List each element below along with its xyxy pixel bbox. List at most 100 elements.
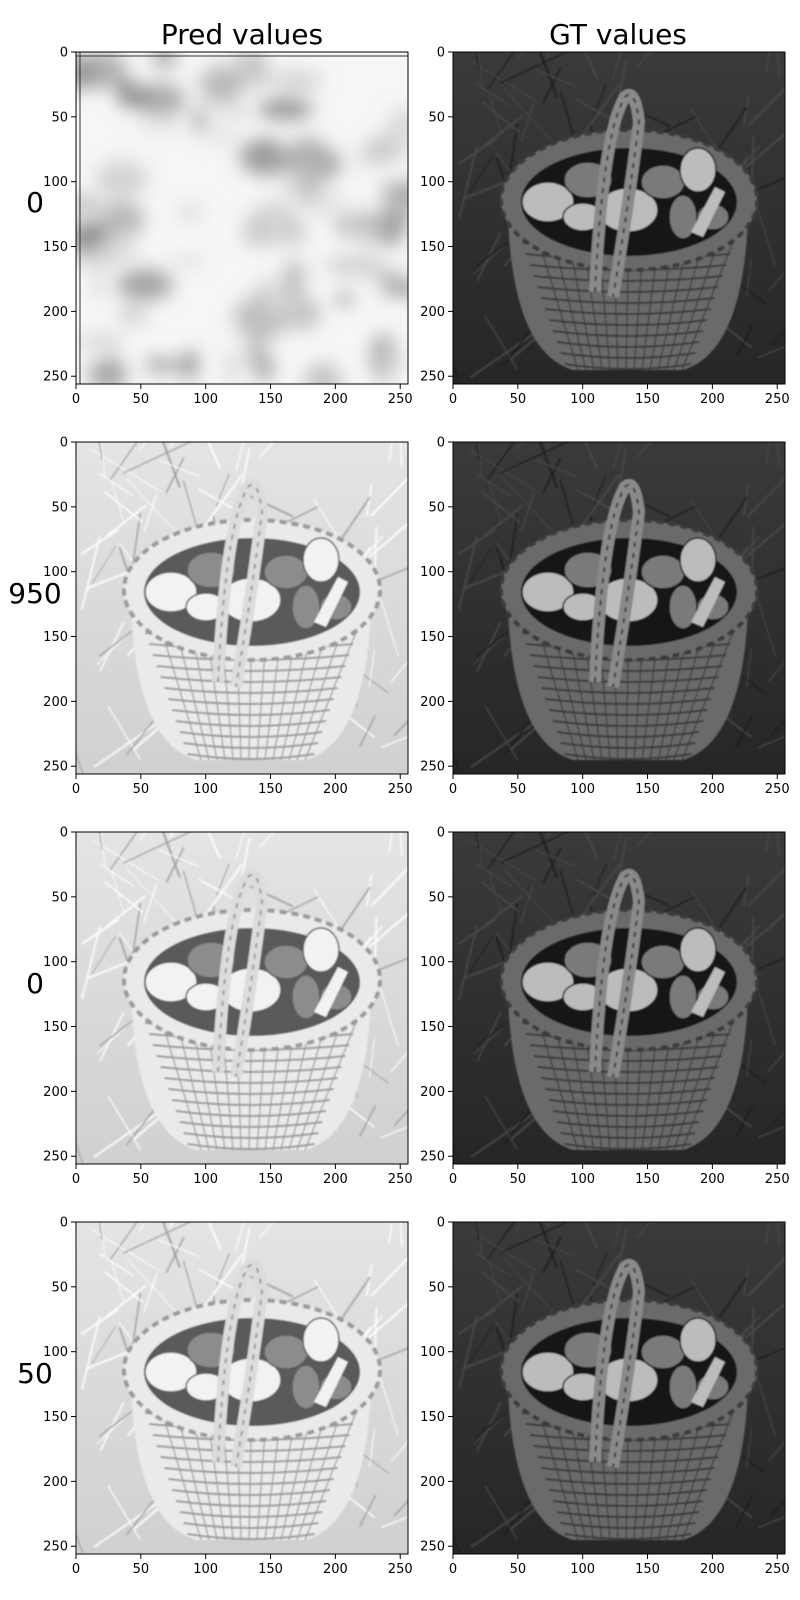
x-tick-label: 0 [449, 1562, 457, 1577]
y-tick-label: 100 [420, 175, 445, 190]
y-tick-label: 100 [43, 1345, 68, 1360]
y-tick-label: 0 [437, 1216, 445, 1231]
y-tick-label: 50 [51, 110, 68, 125]
x-tick-label: 0 [72, 392, 80, 407]
y-tick-label: 200 [420, 695, 445, 710]
x-tick-label: 150 [635, 1172, 660, 1187]
y-tick-label: 100 [420, 955, 445, 970]
y-tick-label: 50 [428, 110, 445, 125]
y-tick-label: 0 [60, 826, 68, 841]
y-tick-label: 250 [420, 760, 445, 775]
x-tick-label: 250 [765, 1562, 790, 1577]
x-tick-label: 50 [510, 782, 527, 797]
y-tick-label: 250 [420, 370, 445, 385]
y-tick-label: 150 [420, 240, 445, 255]
pred-image-panel-2 [75, 441, 409, 775]
y-tick-label: 250 [420, 1540, 445, 1555]
y-tick-label: 50 [428, 890, 445, 905]
y-tick-label: 50 [51, 1280, 68, 1295]
row-label-2: 950 [8, 577, 61, 610]
y-tick-label: 150 [420, 630, 445, 645]
y-tick-label: 200 [420, 1085, 445, 1100]
column-title-pred: Pred values [161, 18, 323, 51]
y-tick-label: 0 [60, 1216, 68, 1231]
x-tick-label: 0 [72, 782, 80, 797]
y-tick-label: 150 [43, 630, 68, 645]
x-tick-label: 150 [635, 1562, 660, 1577]
x-tick-label: 200 [700, 1172, 725, 1187]
x-tick-label: 100 [193, 782, 218, 797]
y-tick-label: 250 [43, 1150, 68, 1165]
x-tick-label: 200 [323, 1562, 348, 1577]
y-tick-label: 0 [437, 46, 445, 61]
x-tick-label: 200 [323, 1172, 348, 1187]
y-tick-label: 100 [43, 565, 68, 580]
x-tick-label: 100 [570, 392, 595, 407]
x-tick-label: 50 [510, 1562, 527, 1577]
y-tick-label: 100 [43, 175, 68, 190]
x-tick-label: 0 [449, 782, 457, 797]
x-tick-label: 200 [323, 392, 348, 407]
y-tick-label: 0 [437, 436, 445, 451]
x-tick-label: 250 [388, 1562, 413, 1577]
y-tick-label: 200 [43, 1475, 68, 1490]
x-tick-label: 200 [700, 392, 725, 407]
y-tick-label: 0 [60, 46, 68, 61]
row-label-4: 50 [17, 1357, 53, 1390]
pred-image-panel-4 [75, 1221, 409, 1555]
x-tick-label: 250 [765, 1172, 790, 1187]
y-tick-label: 200 [420, 305, 445, 320]
x-tick-label: 150 [258, 392, 283, 407]
x-tick-label: 100 [193, 392, 218, 407]
x-tick-label: 0 [72, 1562, 80, 1577]
x-tick-label: 100 [570, 782, 595, 797]
y-tick-label: 100 [420, 565, 445, 580]
y-tick-label: 250 [43, 1540, 68, 1555]
x-tick-label: 50 [510, 1172, 527, 1187]
x-tick-label: 200 [700, 782, 725, 797]
x-tick-label: 150 [635, 392, 660, 407]
x-tick-label: 100 [570, 1562, 595, 1577]
x-tick-label: 50 [133, 1562, 150, 1577]
gt-image-panel-2 [452, 441, 786, 775]
x-tick-label: 100 [570, 1172, 595, 1187]
y-tick-label: 50 [428, 500, 445, 515]
y-tick-label: 250 [43, 760, 68, 775]
gt-image-panel-3 [452, 831, 786, 1165]
y-tick-label: 200 [43, 305, 68, 320]
x-tick-label: 200 [700, 1562, 725, 1577]
x-tick-label: 50 [510, 392, 527, 407]
panel-grid: 0 50 100 150 200 250 0 50 100 150 200 250 0 50 100 150 2… [43, 46, 790, 1578]
y-tick-label: 100 [43, 955, 68, 970]
y-tick-label: 0 [60, 436, 68, 451]
y-tick-label: 150 [43, 1410, 68, 1425]
y-tick-label: 200 [43, 695, 68, 710]
x-tick-label: 150 [258, 1562, 283, 1577]
x-tick-label: 100 [193, 1562, 218, 1577]
x-tick-label: 0 [72, 1172, 80, 1187]
y-tick-label: 150 [420, 1410, 445, 1425]
x-tick-label: 150 [258, 782, 283, 797]
x-tick-label: 250 [388, 1172, 413, 1187]
x-tick-label: 150 [635, 782, 660, 797]
x-tick-label: 50 [133, 392, 150, 407]
gt-image-panel-1 [452, 51, 786, 385]
x-tick-label: 100 [193, 1172, 218, 1187]
row-label-1: 0 [26, 186, 44, 219]
y-tick-label: 100 [420, 1345, 445, 1360]
y-tick-label: 150 [43, 240, 68, 255]
pred-image-panel-1 [75, 51, 409, 385]
y-tick-label: 150 [420, 1020, 445, 1035]
x-tick-label: 0 [449, 392, 457, 407]
x-tick-label: 200 [323, 782, 348, 797]
y-tick-label: 250 [420, 1150, 445, 1165]
y-tick-label: 50 [428, 1280, 445, 1295]
x-tick-label: 250 [388, 392, 413, 407]
pred-image-panel-3 [75, 831, 409, 1165]
y-tick-label: 150 [43, 1020, 68, 1035]
x-tick-label: 250 [388, 782, 413, 797]
x-tick-label: 50 [133, 1172, 150, 1187]
x-tick-label: 50 [133, 782, 150, 797]
x-tick-label: 0 [449, 1172, 457, 1187]
